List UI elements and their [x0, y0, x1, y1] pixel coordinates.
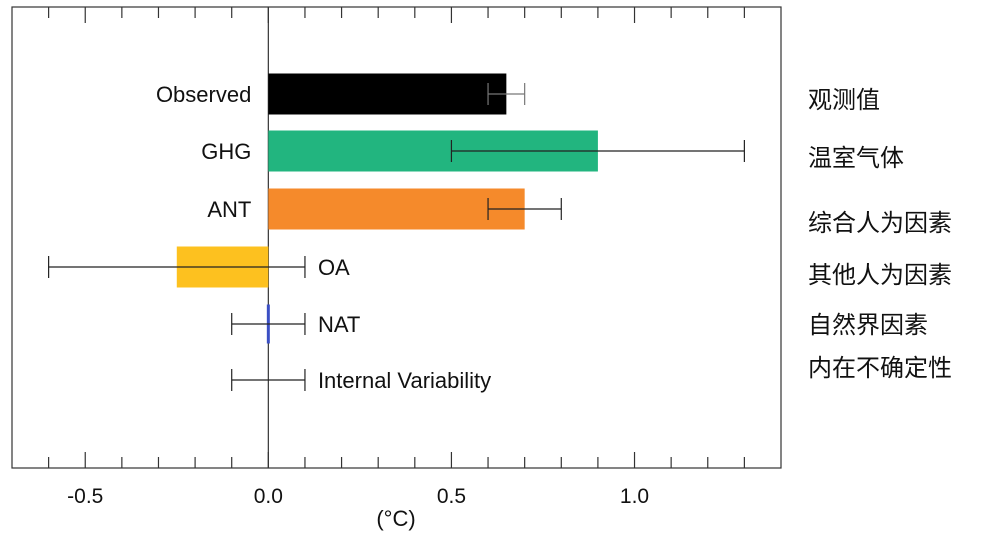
category-label: Observed: [156, 82, 251, 107]
error-bar: [487, 83, 526, 105]
category-label: ANT: [207, 197, 251, 222]
x-axis-label: (°C): [376, 506, 415, 531]
category-label: NAT: [318, 312, 360, 337]
chinese-label: 自然界因素: [808, 311, 928, 339]
error-bar: [450, 140, 745, 162]
category-label: OA: [318, 255, 350, 280]
chinese-label: 综合人为因素: [808, 209, 952, 237]
bar-ant: [268, 188, 525, 230]
chinese-label: 其他人为因素: [808, 261, 952, 289]
x-tick-labels: -0.5 0.0 0.5 1.0: [67, 485, 649, 508]
plot-frame: [11, 6, 782, 469]
bar-observed: [268, 73, 507, 115]
x-tick-label: 1.0: [620, 485, 649, 508]
chinese-label: 内在不确定性: [808, 354, 952, 382]
bottom-ticks: [48, 452, 745, 468]
bars: [176, 73, 598, 344]
chinese-label: 观测值: [808, 86, 880, 114]
category-labels: Observed GHG ANT OA NAT Internal Variability: [156, 82, 491, 393]
error-bar: [48, 256, 306, 278]
category-label: GHG: [201, 139, 251, 164]
x-tick-label: 0.0: [254, 485, 283, 508]
x-tick-label: 0.5: [437, 485, 466, 508]
error-bar: [231, 369, 306, 391]
top-ticks: [48, 7, 745, 23]
category-label: Internal Variability: [318, 368, 491, 393]
error-bar: [487, 198, 562, 220]
x-tick-label: -0.5: [67, 485, 103, 508]
error-bars: [48, 83, 745, 391]
chinese-label: 温室气体: [808, 144, 904, 172]
error-bar: [231, 313, 306, 335]
